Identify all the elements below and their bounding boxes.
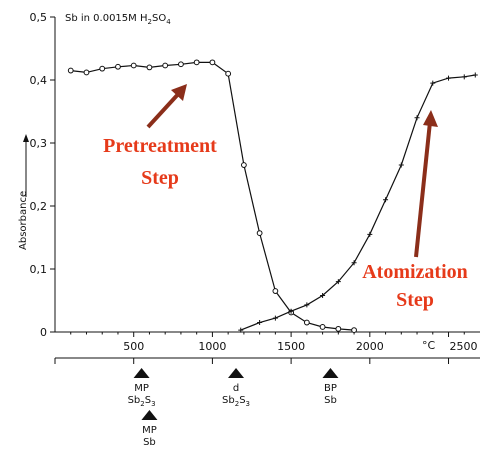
chart-title: Sb in 0.0015M H2SO4 [65,13,171,26]
data-point [225,70,232,77]
data-point [67,67,74,74]
marker-label: Sb [324,395,337,406]
data-point [257,320,263,326]
y-tick-label: 0,4 [30,74,48,87]
y-tick-label: 0 [40,326,47,339]
marker-label: Sb [143,437,156,448]
data-point [461,74,467,80]
data-point [367,231,373,237]
data-point [335,325,342,332]
title-sub: 2 [148,18,152,26]
atomization-arrowhead-icon [423,110,438,127]
y-tick-label: 0,2 [30,200,48,213]
marker-label: Sb2S3 [222,395,250,408]
x-tick-label: 2000 [356,340,384,353]
data-point [130,62,137,69]
marker-triangle-icon [133,368,150,378]
pretreatment-arrowhead-icon [171,84,187,101]
series-line-0 [70,61,355,331]
series-layer [67,59,478,334]
marker-label: Sb2S3 [128,395,156,408]
data-point [115,63,121,70]
y-ticks: 0 0,1 0,2 0,3 0,4 0,5 [30,11,55,339]
data-point [430,80,436,86]
data-point [146,64,153,71]
data-point [193,59,200,66]
y-tick-label: 0,5 [30,11,48,24]
atomization-label: Atomization [362,261,468,283]
pretreatment-step-label: Step [141,167,179,189]
data-point [446,75,452,81]
x-ticks: 500 1000 1500 2000 2500 [70,332,478,353]
data-point [414,115,420,121]
marker-label: d [233,383,239,394]
data-point [178,61,184,68]
data-point [472,72,478,78]
marker-triangle-icon [141,410,158,420]
data-point [319,324,326,330]
data-point [162,62,169,69]
title-tail: SO [152,13,166,24]
marker-triangle-icon [228,368,245,378]
pretreatment-label: Pretreatment [103,135,217,157]
title-sub2: 4 [166,18,171,26]
data-point [83,69,90,76]
x-tick-label: 2500 [450,340,478,353]
x-tick-label: 1000 [198,340,226,353]
data-point [209,59,216,66]
data-point [303,319,310,326]
data-point [383,197,389,203]
data-point [240,162,247,168]
pretreatment-arrow [146,89,183,129]
title-part: Sb in 0.0015M H [65,13,148,24]
data-point [256,230,263,236]
data-point [304,302,310,308]
marker-triangle-icon [322,368,339,378]
x-axis-unit-label: °C [422,339,436,352]
data-point [99,65,106,72]
data-point [238,327,244,333]
data-point [288,308,294,314]
data-point [351,327,357,334]
marker-label: MP [134,383,149,394]
y-tick-label: 0,3 [30,137,48,150]
data-point [320,292,326,298]
atomization-arrow [414,121,432,258]
data-point [272,288,279,294]
data-point [272,315,278,321]
marker-label: MP [142,425,157,436]
x-tick-label: 500 [123,340,144,353]
y-axis-arrow-icon [23,134,29,142]
x-tick-label: 1500 [277,340,305,353]
data-point [351,260,357,266]
data-point [398,162,404,168]
series-line-1 [240,74,476,331]
atomization-step-label: Step [396,289,434,311]
y-tick-label: 0,1 [30,263,48,276]
marker-label: BP [324,383,337,394]
data-point [335,279,341,285]
y-axis-label: Absorbance [18,191,29,250]
